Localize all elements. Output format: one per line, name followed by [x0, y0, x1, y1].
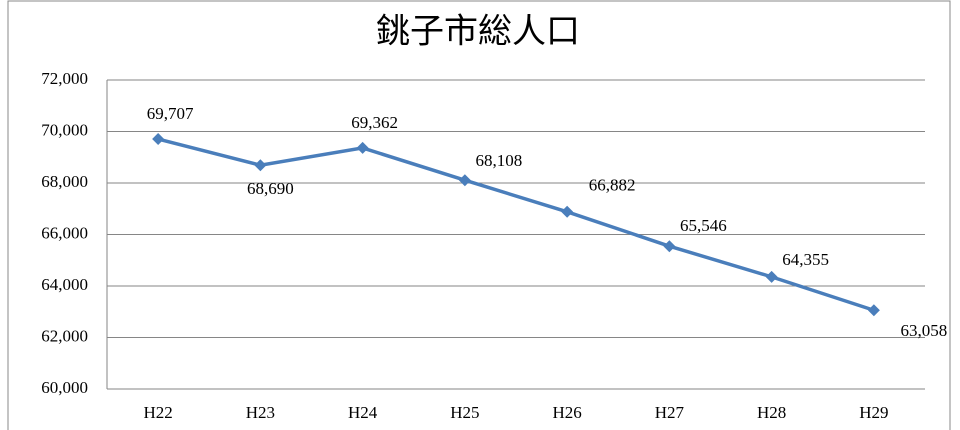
y-tick-label: 72,000	[41, 69, 88, 88]
x-tick-label: H27	[655, 403, 685, 422]
data-label: 63,058	[901, 321, 948, 340]
data-label: 64,355	[782, 250, 829, 269]
data-label: 68,690	[247, 179, 294, 198]
data-label: 66,882	[589, 176, 636, 195]
marker	[458, 174, 471, 187]
data-label: 65,546	[680, 216, 727, 235]
x-tick-label: H28	[757, 403, 786, 422]
chart-border	[7, 0, 951, 430]
y-tick-label: 70,000	[41, 120, 88, 139]
x-tick-label: H22	[143, 403, 172, 422]
x-tick-label: H23	[246, 403, 275, 422]
data-label: 68,108	[476, 151, 523, 170]
marker	[152, 133, 165, 146]
x-tick-label: H26	[552, 403, 581, 422]
chart-title: 銚子市総人口	[376, 12, 580, 52]
marker	[663, 240, 676, 253]
line	[157, 137, 875, 312]
marker	[867, 304, 880, 317]
y-tick-label: 66,000	[41, 223, 88, 242]
y-tick-label: 68,000	[41, 172, 88, 191]
marker	[254, 159, 267, 172]
x-tick-label: H24	[348, 403, 378, 422]
marker	[561, 205, 574, 218]
marker	[765, 270, 778, 283]
y-tick-label: 60,000	[41, 378, 88, 397]
data-label: 69,362	[351, 113, 398, 132]
x-tick-label: H29	[859, 403, 888, 422]
y-tick-label: 64,000	[41, 275, 88, 294]
x-tick-label: H25	[450, 403, 479, 422]
y-tick-label: 62,000	[41, 326, 88, 345]
marker	[356, 141, 369, 154]
data-label: 69,707	[147, 104, 194, 123]
